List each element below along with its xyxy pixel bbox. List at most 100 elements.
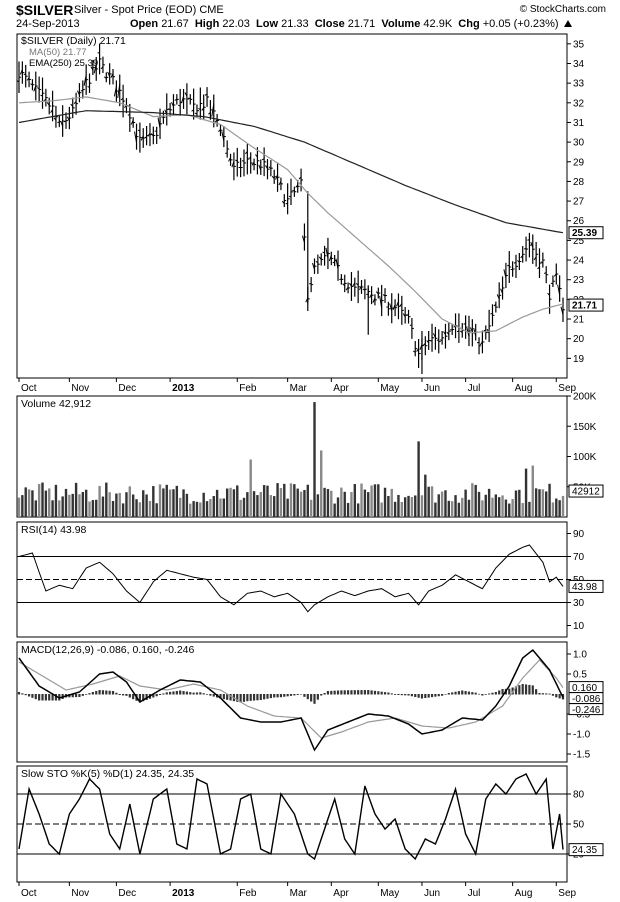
price-y-tick-label: 34 (573, 59, 585, 70)
volume-bar (410, 497, 414, 517)
macd-histogram-bar (226, 694, 229, 700)
ohlc-bar (60, 105, 65, 137)
ohlc-bar (335, 250, 341, 281)
volume-bar (155, 503, 158, 517)
ohlc-bar (184, 83, 189, 115)
macd-histogram-bar (454, 691, 457, 695)
volume-bar (51, 500, 54, 517)
volume-bar (397, 494, 400, 517)
x-axis-label-top: May (380, 383, 399, 394)
ohlc-bar-open (130, 120, 134, 125)
price-legend-main: $SILVER (Daily) 21.71 (21, 35, 126, 47)
volume-bar (353, 484, 357, 517)
ohlc-bar (93, 56, 99, 81)
ma50-line (18, 96, 564, 334)
ohlc-bar (345, 282, 351, 294)
ohlc-bar-open (228, 157, 232, 162)
macd-histogram-bar (182, 691, 185, 695)
macd-histogram-bar (417, 694, 420, 698)
ohlc-bar-open (198, 108, 201, 110)
volume-bar (417, 441, 420, 517)
sto-line (18, 773, 564, 861)
macd-histogram-bar (451, 692, 454, 695)
price-y-tick-label: 26 (573, 216, 585, 227)
volume-bar (424, 474, 427, 517)
macd-histogram-bar (125, 694, 128, 696)
ohlc-bar-open (325, 247, 329, 259)
ohlc-bar-open (295, 184, 299, 188)
ohlc-bar-open (560, 306, 564, 315)
macd-histogram-bar (259, 694, 262, 700)
ohlc-bar (349, 272, 354, 301)
volume-y-tick-label: 100K (573, 452, 597, 463)
ohlc-bar (446, 322, 451, 341)
x-axis-label-top: Nov (71, 383, 89, 394)
volume-bar (289, 483, 293, 517)
ohlc-bar-open (355, 283, 359, 286)
macd-histogram-bar (195, 692, 199, 695)
ohlc-bar-open (543, 272, 547, 275)
volume-bar (262, 485, 266, 517)
rsi-y-tick-label: 10 (573, 621, 585, 632)
macd-histogram-bar (558, 694, 561, 699)
ohlc-bar (507, 251, 512, 283)
volume-bar (256, 495, 259, 517)
macd-histogram-bar (115, 692, 118, 695)
ohlc-bar-open (369, 293, 373, 299)
ohlc-bar (426, 331, 431, 350)
macd-histogram-bar (118, 694, 121, 695)
ohlc-bar (386, 301, 391, 316)
x-axis-label-top: Oct (21, 383, 37, 394)
ohlc-bar (392, 299, 398, 317)
sto-last-badge (568, 843, 604, 857)
macd-histogram-bar (380, 691, 383, 695)
macd-histogram-bar (310, 694, 313, 702)
volume-bar (168, 489, 172, 517)
ohlc-bar-open (147, 132, 151, 137)
volume-bar (199, 502, 202, 517)
macd-histogram-bar (393, 694, 397, 695)
volume-bar (195, 501, 199, 517)
volume-bar (125, 492, 128, 517)
volume-bar (105, 482, 108, 517)
macd-histogram-bar (508, 688, 511, 695)
ohlc-bar-open (507, 264, 510, 267)
ohlc-bar (120, 84, 126, 118)
ohlc-bar-open (429, 340, 433, 342)
macd-y-tick-label: 1.0 (573, 650, 587, 661)
macd-histogram-bar (491, 692, 494, 695)
ohlc-bar (550, 275, 555, 288)
volume-bar (54, 484, 58, 517)
macd-histogram-bar (48, 694, 51, 701)
ohlc-bar-open (288, 195, 292, 198)
volume-bar (474, 484, 477, 517)
macd-histogram-bar (424, 694, 427, 699)
macd-histogram-bar (437, 694, 440, 697)
volume-bar (538, 489, 541, 517)
macd-histogram-bar (111, 691, 115, 695)
ohlc-bar-open (557, 284, 561, 296)
macd-histogram-bar (521, 684, 524, 695)
ohlc-bar-open (144, 136, 147, 139)
ohlc-bar-open (265, 165, 268, 169)
volume-bar (457, 502, 461, 517)
macd-histogram-bar (299, 694, 303, 695)
volume-bar (202, 492, 205, 517)
ohlc-bar (43, 88, 48, 107)
volume-bar (31, 490, 34, 517)
volume-bar (303, 489, 306, 517)
ohlc-bar-open (43, 99, 47, 102)
ohlc-bar-open (520, 255, 524, 259)
x-axis-label-top: Feb (239, 383, 257, 394)
ohlc-bar (369, 286, 374, 305)
ohlc-bar (201, 94, 206, 121)
volume-bar (249, 459, 252, 517)
ohlc-bar (500, 276, 505, 300)
volume-bar (518, 489, 521, 517)
ohlc-bar (520, 246, 525, 263)
ohlc-bar (439, 331, 445, 345)
macd-histogram-bar (427, 694, 430, 698)
macd-histogram-bar (370, 690, 373, 695)
x-axis-label-top: Mar (290, 383, 308, 394)
ohlc-bar-open (406, 313, 409, 317)
